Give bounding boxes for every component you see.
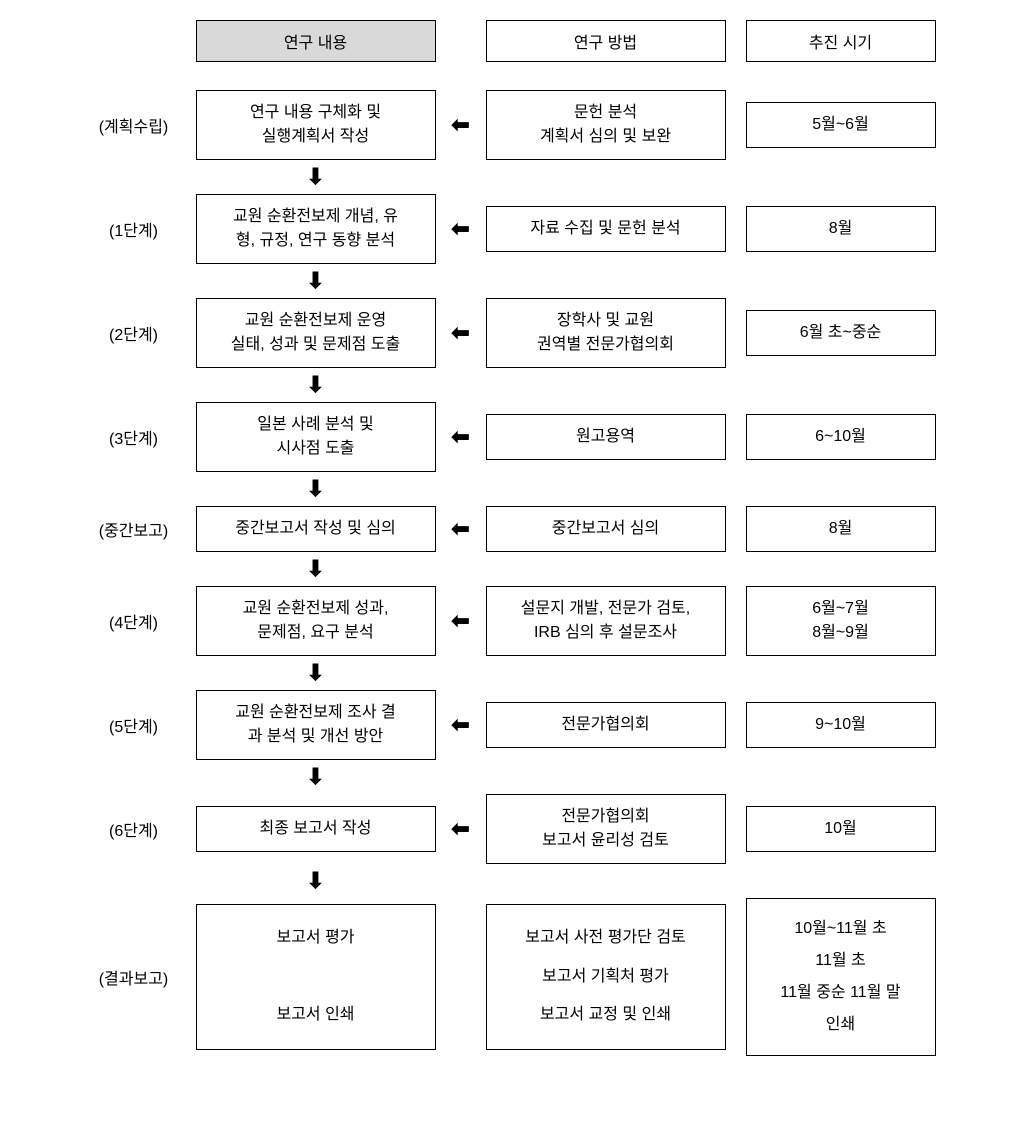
content-box: 최종 보고서 작성	[196, 806, 436, 852]
timing-box: 6월 초~중순	[746, 310, 936, 356]
arrow-left-icon: ⬅	[436, 818, 486, 840]
arrow-left-icon: ⬅	[436, 518, 486, 540]
timing-box-final: 10월~11월 초 11월 초 11월 중순 11월 말 인쇄	[746, 898, 936, 1056]
stage-label: (6단계)	[76, 817, 196, 841]
timing-box: 9~10월	[746, 702, 936, 748]
header-gap	[76, 62, 936, 90]
method-box: 자료 수집 및 문헌 분석	[486, 206, 726, 252]
content-box: 연구 내용 구체화 및 실행계획서 작성	[196, 90, 436, 160]
arrow-down-icon: ⬇	[196, 160, 436, 194]
flowchart-grid: 연구 내용 연구 방법 추진 시기 (계획수립)연구 내용 구체화 및 실행계획…	[40, 20, 971, 1056]
content-box: 교원 순환전보제 성과, 문제점, 요구 분석	[196, 586, 436, 656]
arrow-down-icon: ⬇	[196, 368, 436, 402]
content-box-final: 보고서 평가 보고서 인쇄	[196, 904, 436, 1049]
stage-label: (2단계)	[76, 321, 196, 345]
content-box: 교원 순환전보제 조사 결 과 분석 및 개선 방안	[196, 690, 436, 760]
timing-box: 5월~6월	[746, 102, 936, 148]
method-box: 설문지 개발, 전문가 검토, IRB 심의 후 설문조사	[486, 586, 726, 656]
stage-label: (계획수립)	[76, 113, 196, 137]
arrow-left-icon: ⬅	[436, 114, 486, 136]
timing-box: 10월	[746, 806, 936, 852]
arrow-left-icon: ⬅	[436, 714, 486, 736]
arrow-left-icon: ⬅	[436, 426, 486, 448]
timing-box: 8월	[746, 506, 936, 552]
stage-label: (3단계)	[76, 425, 196, 449]
content-box: 일본 사례 분석 및 시사점 도출	[196, 402, 436, 472]
method-box: 장학사 및 교원 권역별 전문가협의회	[486, 298, 726, 368]
stage-label: (5단계)	[76, 713, 196, 737]
method-box: 중간보고서 심의	[486, 506, 726, 552]
header-timing: 추진 시기	[746, 20, 936, 62]
stage-label: (1단계)	[76, 217, 196, 241]
arrow-down-icon: ⬇	[196, 552, 436, 586]
arrow-down-icon: ⬇	[196, 656, 436, 690]
content-box: 교원 순환전보제 개념, 유 형, 규정, 연구 동향 분석	[196, 194, 436, 264]
method-box: 문헌 분석 계획서 심의 및 보완	[486, 90, 726, 160]
content-box: 중간보고서 작성 및 심의	[196, 506, 436, 552]
timing-box: 6월~7월 8월~9월	[746, 586, 936, 656]
timing-box: 6~10월	[746, 414, 936, 460]
stage-label: (4단계)	[76, 609, 196, 633]
content-box: 교원 순환전보제 운영 실태, 성과 및 문제점 도출	[196, 298, 436, 368]
timing-box: 8월	[746, 206, 936, 252]
method-box: 전문가협의회	[486, 702, 726, 748]
stage-label: (결과보고)	[76, 965, 196, 989]
arrow-left-icon: ⬅	[436, 322, 486, 344]
header-method: 연구 방법	[486, 20, 726, 62]
arrow-down-icon: ⬇	[196, 472, 436, 506]
arrow-down-icon: ⬇	[196, 864, 436, 898]
arrow-down-icon: ⬇	[196, 760, 436, 794]
arrow-down-icon: ⬇	[196, 264, 436, 298]
header-content: 연구 내용	[196, 20, 436, 62]
arrow-left-icon: ⬅	[436, 218, 486, 240]
method-box: 원고용역	[486, 414, 726, 460]
method-box: 전문가협의회 보고서 윤리성 검토	[486, 794, 726, 864]
stage-label: (중간보고)	[76, 517, 196, 541]
method-box-final: 보고서 사전 평가단 검토 보고서 기획처 평가 보고서 교정 및 인쇄	[486, 904, 726, 1049]
arrow-left-icon: ⬅	[436, 610, 486, 632]
